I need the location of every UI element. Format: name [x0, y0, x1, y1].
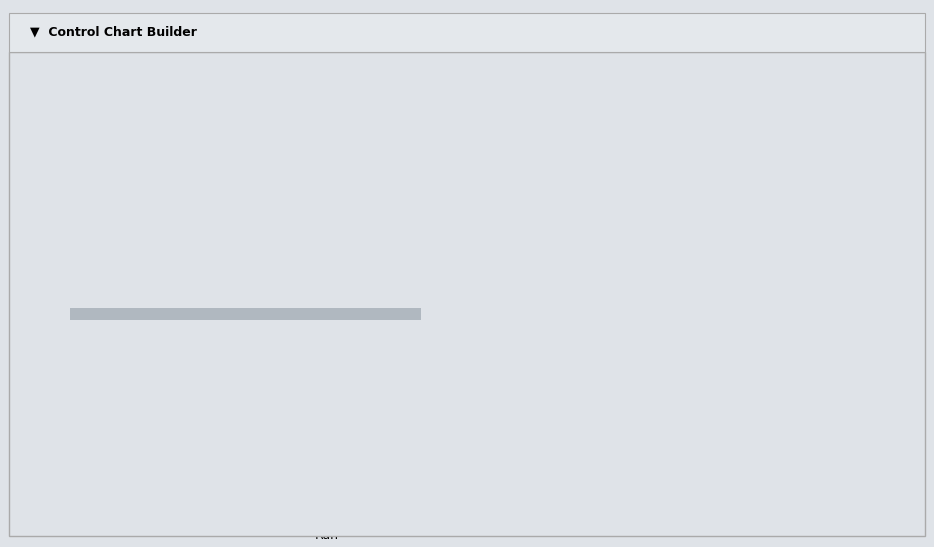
Point: [332, 468, 347, 477]
Text: LCL: LCL: [668, 112, 689, 121]
Point: [486, 410, 501, 419]
FancyBboxPatch shape: [600, 63, 920, 503]
Point: [152, 185, 167, 194]
Point: [280, 381, 295, 390]
Text: 0.0495: 0.0495: [711, 235, 750, 245]
Point: [152, 429, 167, 438]
Text: ▼  Control Chart Builder: ▼ Control Chart Builder: [30, 26, 197, 39]
Text: 2: 2: [907, 235, 913, 245]
Text: UCL: UCL: [782, 112, 804, 121]
Point: [127, 257, 142, 265]
X-axis label: Run: Run: [314, 528, 338, 542]
Point: [229, 152, 244, 161]
Point: [204, 458, 219, 467]
Text: Average: Average: [605, 177, 652, 188]
Point: [255, 449, 270, 457]
Title: XBar & R chart of Length: XBar & R chart of Length: [219, 44, 433, 59]
Text: 16.09131: 16.09131: [752, 177, 804, 188]
FancyBboxPatch shape: [600, 107, 920, 168]
Point: [127, 478, 142, 486]
Y-axis label: Range(Length): Range(Length): [24, 369, 35, 452]
Y-axis label: Average(Length): Average(Length): [18, 144, 28, 237]
Point: [306, 391, 321, 400]
Text: Points
plotted: Points plotted: [605, 112, 648, 133]
Text: 2: 2: [907, 177, 913, 188]
Point: [408, 468, 423, 477]
Point: [229, 439, 244, 448]
Point: [511, 152, 526, 161]
Point: [204, 202, 219, 211]
Point: [101, 458, 116, 467]
Point: [460, 458, 474, 467]
Text: Range: Range: [849, 177, 884, 188]
Point: [408, 240, 423, 249]
Point: [562, 191, 577, 200]
Point: [486, 207, 501, 216]
Point: [76, 196, 91, 205]
Text: Range: Range: [605, 235, 641, 245]
Point: [255, 196, 270, 205]
Text: Limits
Sigma: Limits Sigma: [849, 112, 886, 133]
Point: [562, 458, 577, 467]
Point: [306, 218, 321, 227]
Text: ▴ Length Limit Summaries: ▴ Length Limit Summaries: [612, 76, 806, 89]
Point: [434, 218, 449, 227]
Text: 15.90519: 15.90519: [636, 177, 689, 188]
Point: [280, 152, 295, 161]
Point: [177, 119, 192, 128]
Text: 15.99825: 15.99825: [697, 177, 750, 188]
Point: [537, 420, 552, 429]
Point: [332, 141, 347, 150]
Point: [537, 119, 552, 128]
Text: 0.161693: 0.161693: [752, 235, 804, 245]
Point: [177, 458, 192, 467]
Point: [357, 410, 372, 419]
Point: [434, 487, 449, 496]
Point: [101, 174, 116, 183]
Point: [460, 213, 474, 222]
Point: [383, 429, 398, 438]
Text: Sample Size: Sample Size: [842, 112, 913, 121]
Point: [76, 468, 91, 477]
Text: 0: 0: [682, 235, 689, 245]
Point: [383, 152, 398, 161]
Point: [511, 372, 526, 381]
Text: Range: Range: [849, 235, 884, 245]
Point: [357, 152, 372, 161]
Text: Avg: Avg: [729, 112, 750, 121]
